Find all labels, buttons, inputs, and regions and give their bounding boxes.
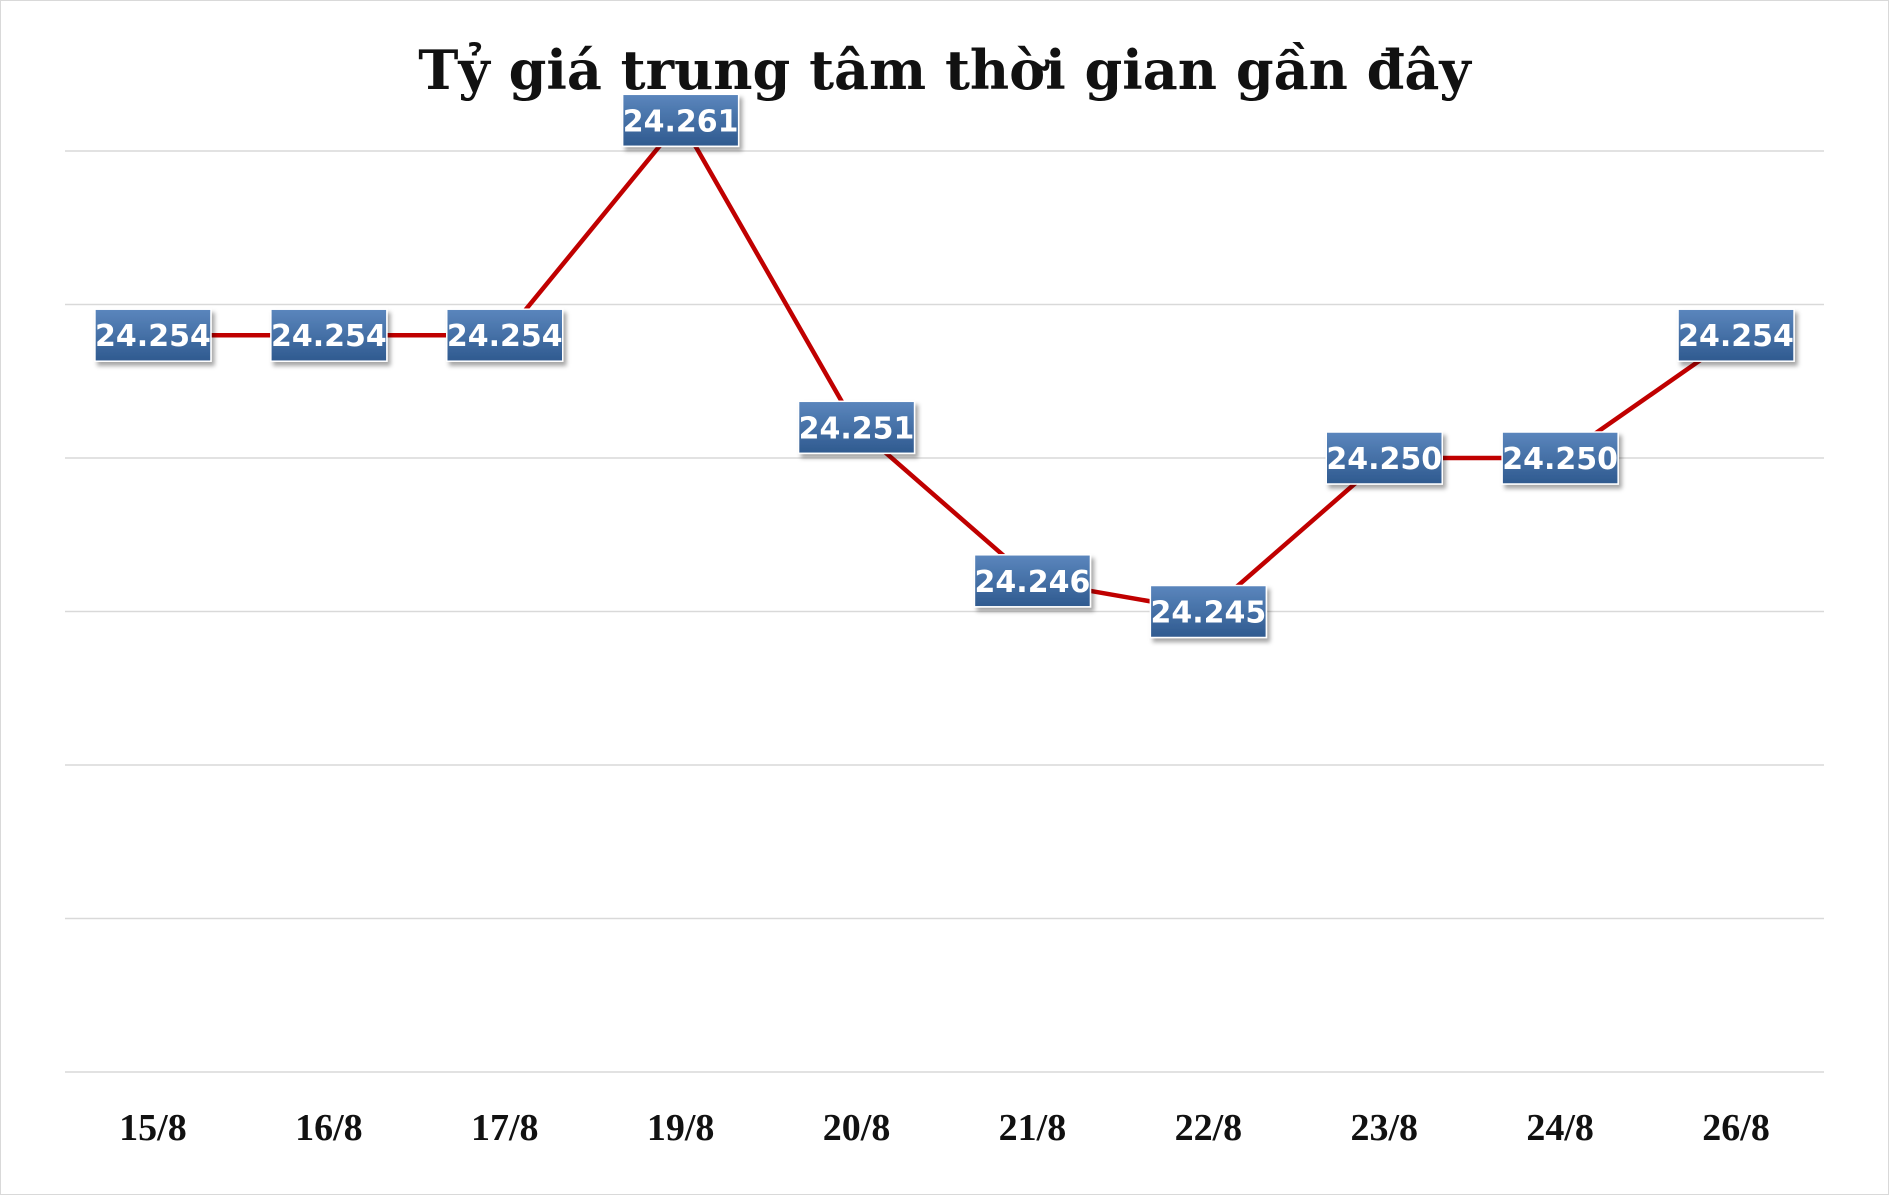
data-label-text: 24.254	[95, 319, 211, 354]
x-tick-label: 26/8	[1702, 1107, 1770, 1149]
data-label: 24.251	[797, 400, 916, 455]
data-label: 24.254	[270, 308, 388, 362]
x-tick-label: 15/8	[119, 1107, 187, 1149]
data-label-text: 24.250	[1502, 442, 1618, 477]
x-tick-label: 22/8	[1175, 1107, 1243, 1149]
data-label-text: 24.254	[447, 319, 563, 354]
x-tick-label: 20/8	[823, 1107, 891, 1149]
x-tick-label: 17/8	[471, 1107, 539, 1149]
data-label: 24.254	[94, 308, 212, 362]
data-label-box	[1677, 308, 1795, 362]
data-label-text: 24.251	[799, 411, 915, 446]
x-tick-label: 19/8	[647, 1107, 715, 1149]
data-label-box	[1149, 584, 1268, 639]
data-label-text: 24.261	[623, 104, 739, 139]
data-label-box	[1325, 431, 1443, 485]
data-label-box	[1501, 431, 1619, 485]
data-label-text: 24.254	[271, 319, 387, 354]
data-label: 24.261	[621, 93, 740, 148]
data-label: 24.245	[1149, 584, 1268, 639]
data-label-box	[270, 308, 388, 362]
data-label: 24.250	[1325, 431, 1443, 485]
data-label-box	[94, 308, 212, 362]
data-label-box	[797, 400, 916, 455]
x-tick-label: 21/8	[999, 1107, 1067, 1149]
data-label: 24.254	[446, 308, 564, 362]
chart-title: Tỷ giá trung tâm thời gian gần đây	[418, 38, 1471, 102]
x-tick-label: 24/8	[1526, 1107, 1594, 1149]
data-label-box	[446, 308, 564, 362]
data-label: 24.250	[1501, 431, 1619, 485]
series-line	[152, 116, 1738, 614]
data-label-text: 24.246	[975, 565, 1091, 600]
x-tick-label: 16/8	[295, 1107, 363, 1149]
x-tick-label: 23/8	[1350, 1107, 1418, 1149]
data-label-text: 24.250	[1326, 442, 1442, 477]
data-label: 24.246	[973, 554, 1092, 608]
data-label-box	[621, 93, 740, 148]
data-label-text: 24.254	[1678, 319, 1794, 354]
data-label-text: 24.245	[1150, 596, 1266, 631]
data-label-box	[973, 554, 1092, 608]
data-label: 24.254	[1677, 308, 1795, 362]
